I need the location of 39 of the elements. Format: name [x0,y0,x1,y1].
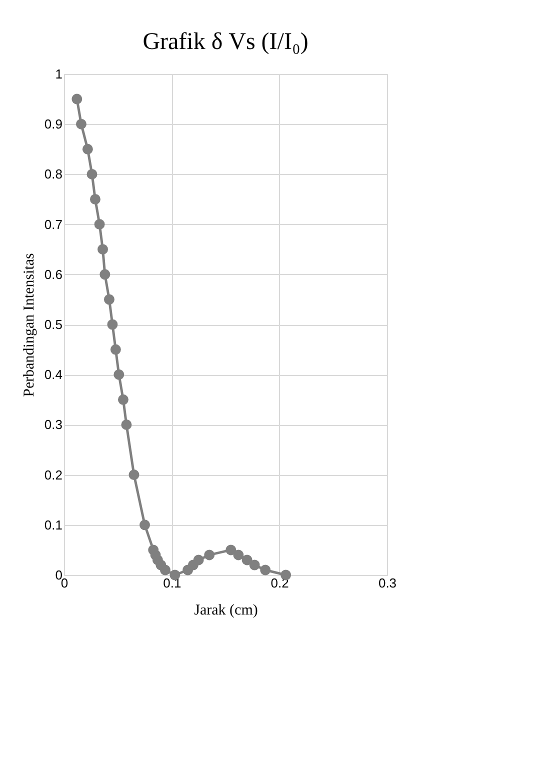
point [98,244,108,255]
y-tick-label: 0.9 [44,116,62,132]
point [100,269,110,280]
point [76,118,86,130]
point [86,168,98,180]
point [226,544,236,556]
point [114,369,124,380]
point [193,554,204,566]
point [204,550,215,560]
chart-title: Grafik δ Vs (I/I₀) [142,29,308,55]
y-tick-label: 0.3 [44,417,62,432]
y-tick-label: 0.5 [44,317,62,332]
point [104,294,114,305]
y-tick-label: 0.6 [44,266,62,282]
point [118,394,128,405]
x-tick-label: 0.3 [378,576,397,590]
point [242,554,252,566]
point [82,144,93,154]
point [94,219,105,230]
y-tick-label: 0.4 [44,367,62,382]
point [260,564,271,576]
point [107,319,118,330]
point [110,344,121,355]
point [72,94,82,104]
point [140,520,150,530]
point [249,560,260,570]
y-tick-label: 1 [55,66,62,82]
y-tick-label: 0.1 [44,517,62,532]
y-tick-label: 0.8 [44,166,62,182]
point [121,419,132,430]
point [233,550,244,560]
x-axis-title: Jarak (cm) [194,602,258,618]
y-tick-label: 0.7 [44,216,62,232]
x-tick-label: 0.1 [163,576,182,590]
point [90,194,100,204]
point [128,470,140,480]
y-tick-label: 0.2 [44,467,62,482]
y-axis-title: Perbandingan Intensitas [21,252,38,397]
point [160,564,170,576]
